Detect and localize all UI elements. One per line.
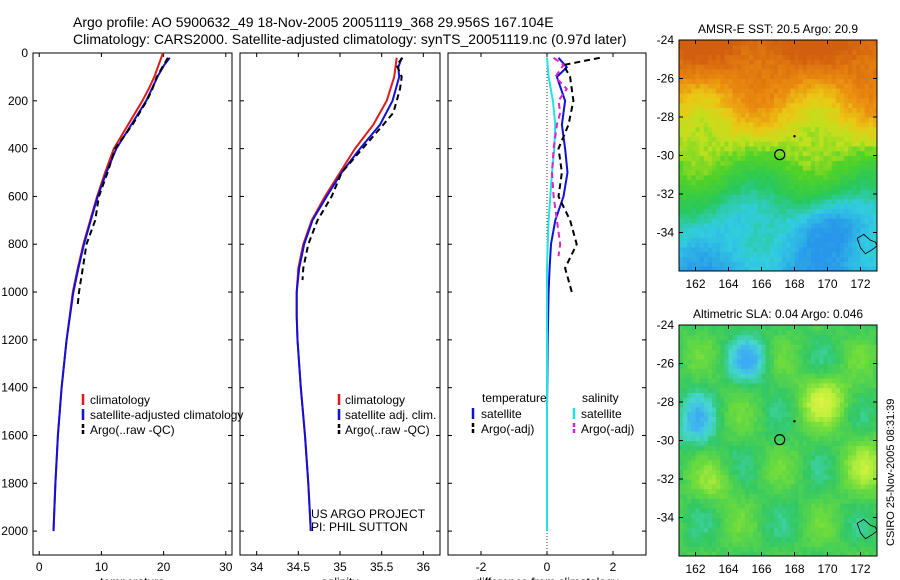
figure-title-line1: Argo profile: AO 5900632_49 18-Nov-2005 … [73, 14, 554, 30]
sla_map-xtick-label: 172 [850, 562, 870, 576]
sla_map-xtick-label: 166 [751, 562, 771, 576]
difference-xlabel: difference from climatology [475, 575, 618, 580]
depth-tick-label: 0 [21, 46, 28, 60]
sst_map-xtick-label: 172 [850, 277, 870, 291]
sla_map-ytick-label: -28 [657, 395, 675, 409]
temperature-legend-label: satellite-adjusted climatology [90, 408, 243, 422]
sla_map-island [793, 420, 796, 423]
depth-tick-label: 1200 [1, 333, 28, 347]
difference-legend-sal-label: satellite [581, 407, 622, 421]
depth-tick-label: 1400 [1, 381, 28, 395]
depth-tick-label: 400 [8, 142, 28, 156]
depth-tick-label: 800 [8, 237, 28, 251]
pi-annotation: PI: PHIL SUTTON [311, 520, 408, 534]
sla_map-ytick-label: -34 [657, 511, 675, 525]
temperature-series-argo-raw-qc- [76, 57, 169, 305]
difference-series-salinity-satellite [546, 57, 557, 532]
figure-title-line2: Climatology: CARS2000. Satellite-adjuste… [73, 31, 627, 47]
sst_map-ytick-label: -28 [657, 110, 675, 124]
sst_map-xtick-label: 166 [751, 277, 771, 291]
depth-tick-label: 1000 [1, 285, 28, 299]
sla_map-coastline [856, 518, 878, 540]
sst_map-ytick-label: -26 [657, 72, 675, 86]
sst_map-coastline [856, 233, 878, 255]
sla_map-float-marker [774, 434, 786, 446]
salinity-legend-label: satellite adj. clim. [345, 408, 436, 422]
sla_map-title: Altimetric SLA: 0.04 Argo: 0.046 [693, 307, 863, 321]
sst_map-raster [679, 40, 877, 271]
sla_map-ytick-label: -32 [657, 472, 675, 486]
temperature-xtick-label: 10 [95, 560, 109, 574]
temperature-xtick-label: 0 [36, 560, 43, 574]
salinity-xtick-label: 34 [250, 560, 264, 574]
depth-tick-label: 1800 [1, 476, 28, 490]
depth-tick-label: 200 [8, 94, 28, 108]
difference-legend-salinity-title: salinity [582, 391, 619, 405]
depth-tick-label: 1600 [1, 428, 28, 442]
sst_map-xtick-label: 168 [784, 277, 804, 291]
sla_map-ytick-label: -26 [657, 357, 675, 371]
depth-tick-label: 2000 [1, 524, 28, 538]
difference-legend-temperature-title: temperature [482, 391, 547, 405]
salinity-axes-frame [239, 52, 441, 556]
depth-tick-label: 600 [8, 189, 28, 203]
temperature-xtick-label: 30 [219, 560, 233, 574]
sst_map-ytick-label: -24 [657, 33, 675, 47]
difference-series-salinity-argo-adj- [551, 56, 568, 257]
sst_map-ytick-label: -32 [657, 187, 675, 201]
difference-legend-sal-label: Argo(-adj) [581, 422, 634, 436]
temperature-xtick-label: 20 [157, 560, 171, 574]
sla_map-xtick-label: 168 [784, 562, 804, 576]
salinity-xtick-label: 35.5 [370, 560, 394, 574]
temperature-legend-label: climatology [90, 393, 150, 407]
sla_map-xtick-label: 162 [685, 562, 705, 576]
temperature-xlabel: temperature [100, 575, 165, 580]
salinity-legend-label: climatology [345, 393, 405, 407]
sst_map-float-marker [774, 149, 786, 161]
sst_map-ytick-label: -34 [657, 226, 675, 240]
salinity-xtick-label: 35 [333, 560, 347, 574]
sst_map-island [793, 135, 796, 138]
temperature-legend-label: Argo(..raw -QC) [90, 423, 175, 437]
sla_map-xtick-label: 164 [718, 562, 738, 576]
difference-legend-temp-label: satellite [481, 407, 522, 421]
sla_map-xtick-label: 170 [817, 562, 837, 576]
sst_map-xtick-label: 164 [718, 277, 738, 291]
difference-legend-temp-label: Argo(-adj) [481, 422, 534, 436]
timestamp-label: CSIRO 25-Nov-2005 08:31:39 [885, 399, 897, 546]
salinity-series-satellite-adj-clim- [295, 57, 403, 532]
salinity-series-argo-raw-qc- [301, 57, 404, 281]
difference-xtick-label: 2 [610, 560, 617, 574]
salinity-xtick-label: 34.5 [287, 560, 311, 574]
sst_map-xtick-label: 162 [685, 277, 705, 291]
difference-xtick-label: -2 [476, 560, 487, 574]
temperature-axes-frame [32, 52, 233, 556]
salinity-legend-label: Argo(..raw -QC) [345, 423, 430, 437]
sla_map-ytick-label: -30 [657, 434, 675, 448]
project-annotation: US ARGO PROJECT [311, 507, 426, 521]
sla_map-ytick-label: -24 [657, 318, 675, 332]
salinity-xtick-label: 36 [417, 560, 431, 574]
sst_map-ytick-label: -30 [657, 149, 675, 163]
salinity-xlabel: salinity [322, 575, 359, 580]
difference-xtick-label: 0 [544, 560, 551, 574]
sla_map-raster [679, 325, 877, 556]
sst_map-xtick-label: 170 [817, 277, 837, 291]
sst_map-title: AMSR-E SST: 20.5 Argo: 20.9 [698, 22, 858, 36]
